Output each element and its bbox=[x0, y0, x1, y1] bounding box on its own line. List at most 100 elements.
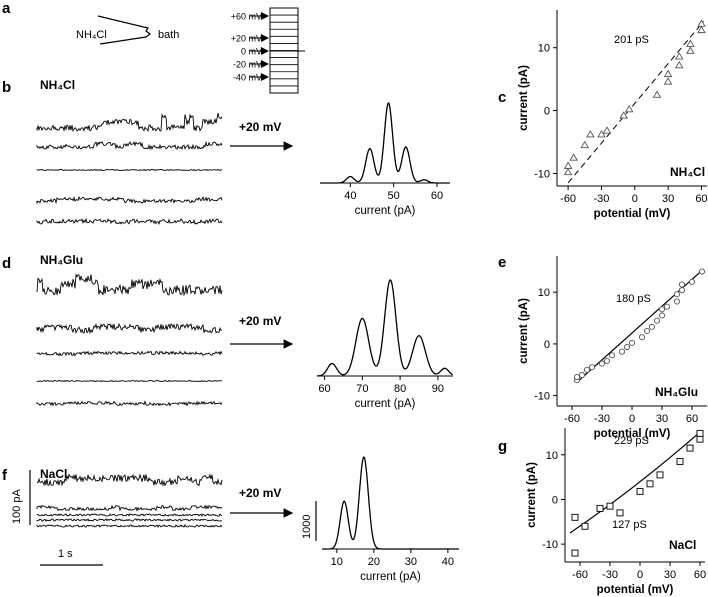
panel-label-c: c bbox=[498, 89, 506, 106]
data-point bbox=[618, 348, 626, 355]
x-tick-label: 0 bbox=[629, 413, 635, 425]
data-point bbox=[686, 444, 694, 452]
current-trace bbox=[36, 504, 223, 512]
x-axis-label: potential (mV) bbox=[594, 428, 671, 440]
x-tick-label: 60 bbox=[694, 569, 706, 581]
data-point bbox=[663, 303, 671, 310]
current-trace bbox=[36, 379, 222, 383]
x-tick-label: -30 bbox=[602, 569, 618, 581]
data-point bbox=[686, 46, 695, 54]
x-tick-label: 30 bbox=[664, 569, 676, 581]
fit-line bbox=[567, 20, 705, 184]
data-point bbox=[656, 471, 664, 479]
iv-plot-g: -60 -30 0 30 60 -10 0 10 potential (mV) current (… bbox=[526, 428, 706, 596]
trace-label-f: NaCl bbox=[40, 467, 67, 481]
data-point bbox=[569, 153, 578, 161]
panel-label-e: e bbox=[498, 254, 506, 271]
data-point bbox=[676, 458, 684, 465]
data-point bbox=[573, 373, 581, 381]
x-tick-label: -30 bbox=[594, 413, 610, 425]
solution-label: NH₄Cl bbox=[670, 165, 705, 179]
y-tick-label: 10 bbox=[538, 43, 550, 55]
x-tick-label: 30 bbox=[656, 413, 668, 425]
data-point bbox=[678, 287, 686, 294]
histogram-curve bbox=[322, 456, 459, 550]
x-tick-label: 60 bbox=[431, 190, 443, 202]
data-point bbox=[663, 69, 673, 78]
data-point bbox=[646, 480, 654, 488]
data-point bbox=[643, 327, 651, 335]
x-tick-label: -60 bbox=[560, 193, 576, 205]
voltage-step-label: -20 mV bbox=[233, 60, 262, 70]
data-point bbox=[597, 130, 606, 138]
x-tick-label: 0 bbox=[637, 569, 643, 581]
data-point bbox=[673, 298, 681, 305]
data-point bbox=[608, 352, 616, 359]
data-point bbox=[602, 126, 612, 134]
x-tick-label: 90 bbox=[432, 383, 444, 395]
data-point bbox=[583, 366, 591, 373]
x-tick-label: -30 bbox=[593, 193, 609, 205]
data-point bbox=[636, 487, 644, 495]
current-trace bbox=[36, 513, 223, 517]
current-traces-b bbox=[36, 113, 223, 225]
y-tick-label: 10 bbox=[546, 450, 558, 462]
current-trace bbox=[36, 168, 223, 172]
data-point bbox=[698, 268, 706, 275]
data-point bbox=[688, 278, 696, 285]
arrow-label-d: +20 mV bbox=[239, 314, 281, 328]
x-tick-label: 60 bbox=[695, 193, 707, 205]
x-tick-label: 30 bbox=[405, 556, 417, 568]
data-point bbox=[623, 343, 631, 351]
current-traces-d bbox=[36, 273, 223, 407]
current-traces-f bbox=[36, 473, 223, 528]
conductance-annotation: 201 pS bbox=[614, 34, 649, 46]
x-tick-label: 60 bbox=[318, 383, 330, 395]
data-point bbox=[648, 323, 656, 330]
y-axis-label: current (pA) bbox=[518, 298, 530, 364]
data-point bbox=[571, 549, 579, 557]
current-trace bbox=[36, 273, 223, 297]
x-tick-label: 50 bbox=[388, 190, 400, 202]
x-tick-label: 20 bbox=[368, 556, 380, 568]
pipette-diagram: NH₄Cl bath bbox=[76, 15, 179, 45]
x-tick-label: 40 bbox=[442, 556, 454, 568]
voltage-step-label: +20 mV bbox=[231, 34, 262, 44]
data-point bbox=[616, 509, 624, 517]
x-tick-label: 40 bbox=[344, 190, 356, 202]
bath-label: bath bbox=[158, 29, 179, 41]
data-point bbox=[678, 281, 686, 288]
x-tick-label: 10 bbox=[331, 556, 343, 568]
conductance-annotation: 229 pS bbox=[614, 435, 649, 447]
data-point bbox=[624, 104, 634, 113]
data-point bbox=[603, 357, 611, 365]
histogram-curve bbox=[320, 102, 450, 184]
pipette-outline bbox=[97, 15, 151, 45]
x-tick-label: 70 bbox=[356, 383, 368, 395]
data-point bbox=[696, 429, 704, 437]
voltage-step-label: -40 mV bbox=[233, 73, 262, 83]
scale-label-x: 1 s bbox=[58, 548, 73, 560]
current-trace bbox=[36, 140, 223, 151]
panel-label-f: f bbox=[2, 467, 8, 484]
current-trace bbox=[36, 524, 223, 528]
current-trace bbox=[36, 217, 223, 225]
y-axis-label: current (pA) bbox=[518, 65, 530, 131]
panel-label-a: a bbox=[2, 0, 11, 17]
data-point bbox=[652, 90, 662, 98]
x-tick-label: 80 bbox=[394, 383, 406, 395]
fit-line bbox=[569, 431, 701, 534]
arrow-label-b: +20 mV bbox=[239, 120, 281, 134]
conductance-annotation: 180 pS bbox=[616, 293, 651, 305]
current-trace bbox=[36, 350, 223, 357]
data-point bbox=[581, 522, 589, 530]
x-tick-label: 0 bbox=[632, 193, 638, 205]
data-point bbox=[586, 130, 595, 138]
x-axis-label: current (pA) bbox=[360, 571, 421, 583]
data-point bbox=[606, 502, 614, 510]
x-axis-label: potential (mV) bbox=[597, 584, 674, 596]
histogram-b: 40 50 60 current (pA) bbox=[320, 102, 450, 217]
data-point bbox=[580, 140, 590, 149]
data-point bbox=[653, 317, 661, 324]
histogram-f: 10 20 30 40 current (pA) 1000 bbox=[301, 456, 459, 583]
